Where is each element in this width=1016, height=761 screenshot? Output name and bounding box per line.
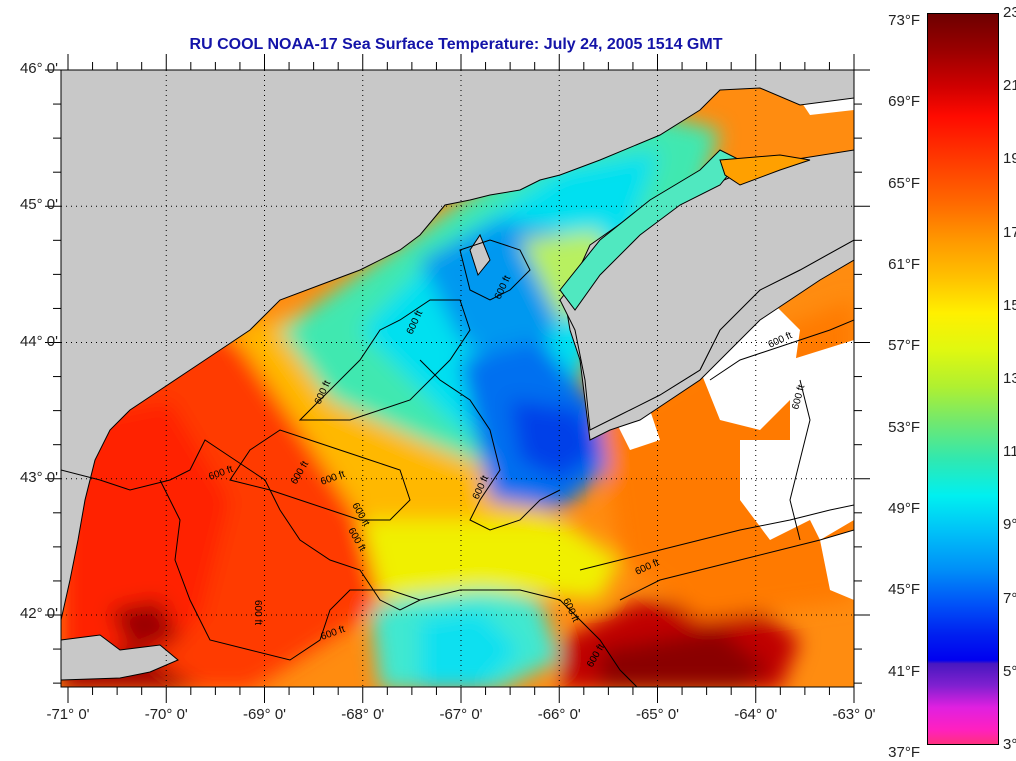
fahrenheit-label: 61°F: [888, 256, 920, 274]
minas-basin: [719, 154, 811, 186]
celsius-label: 15°C: [1003, 296, 1016, 314]
graticule: [61, 70, 854, 687]
contour-line: [61, 439, 638, 687]
celsius-label: 3°C: [1003, 736, 1016, 753]
longitude-label: -64° 0': [734, 706, 778, 723]
longitude-label: -71° 0': [46, 706, 90, 723]
latitude-label: 42° 0': [19, 605, 58, 622]
fahrenheit-label: 53°F: [888, 418, 920, 436]
contour-line: [159, 479, 421, 661]
latitude-label: 45° 0': [19, 196, 58, 214]
fahrenheit-label: 69°F: [888, 93, 920, 111]
contour-line: [789, 379, 811, 541]
colorbar-gradient: [928, 14, 998, 744]
fahrenheit-label: 45°F: [888, 581, 920, 599]
fahrenheit-label: 57°F: [888, 337, 920, 355]
temperature-colorbar: [927, 13, 999, 745]
longitude-label: -66° 0': [537, 706, 581, 723]
longitude-label: -65° 0': [635, 706, 680, 723]
map-frame: [60, 69, 855, 688]
contour-line: [579, 504, 854, 571]
celsius-label: 19°C: [1003, 150, 1016, 168]
contour-line: [419, 359, 561, 531]
fahrenheit-label: 49°F: [888, 500, 920, 518]
fahrenheit-label: 41°F: [888, 662, 920, 680]
latitude-label: 44° 0': [19, 332, 58, 350]
celsius-label: 21°C: [1003, 77, 1016, 95]
map-title: RU COOL NOAA-17 Sea Surface Temperature:…: [189, 36, 723, 53]
latitude-label: 46° 0': [19, 60, 58, 77]
contour-line: [709, 319, 854, 381]
land-maine-newbrunswick: [61, 70, 854, 621]
latitude-label: 43° 0': [19, 468, 58, 486]
celsius-label: 5°C: [1003, 662, 1016, 680]
contour-line: [298, 299, 471, 421]
celsius-label: 11°C: [1003, 443, 1016, 461]
fahrenheit-label: 37°F: [888, 744, 920, 761]
longitude-label: -70° 0': [144, 706, 188, 723]
celsius-label: 9°C: [1003, 516, 1016, 534]
celsius-label: 13°C: [1003, 370, 1016, 387]
contour-line: [229, 429, 411, 521]
fahrenheit-label: 65°F: [888, 174, 920, 192]
contour-label: 600 ft: [252, 600, 263, 625]
contour-line: [459, 239, 531, 301]
fahrenheit-label: 73°F: [888, 12, 920, 30]
celsius-label: 17°C: [1003, 223, 1016, 241]
celsius-label: 7°C: [1003, 589, 1016, 607]
celsius-label: 23°C: [1003, 4, 1016, 21]
contour-line: [619, 529, 854, 601]
longitude-label: -69° 0': [242, 706, 287, 723]
depth-contours: [61, 239, 854, 687]
axis-ticks: [45, 54, 870, 703]
longitude-label: -68° 0': [341, 706, 385, 723]
longitude-label: -63° 0': [832, 706, 876, 723]
land-cape-cod: [61, 634, 179, 681]
longitude-label: -67° 0': [439, 706, 483, 723]
